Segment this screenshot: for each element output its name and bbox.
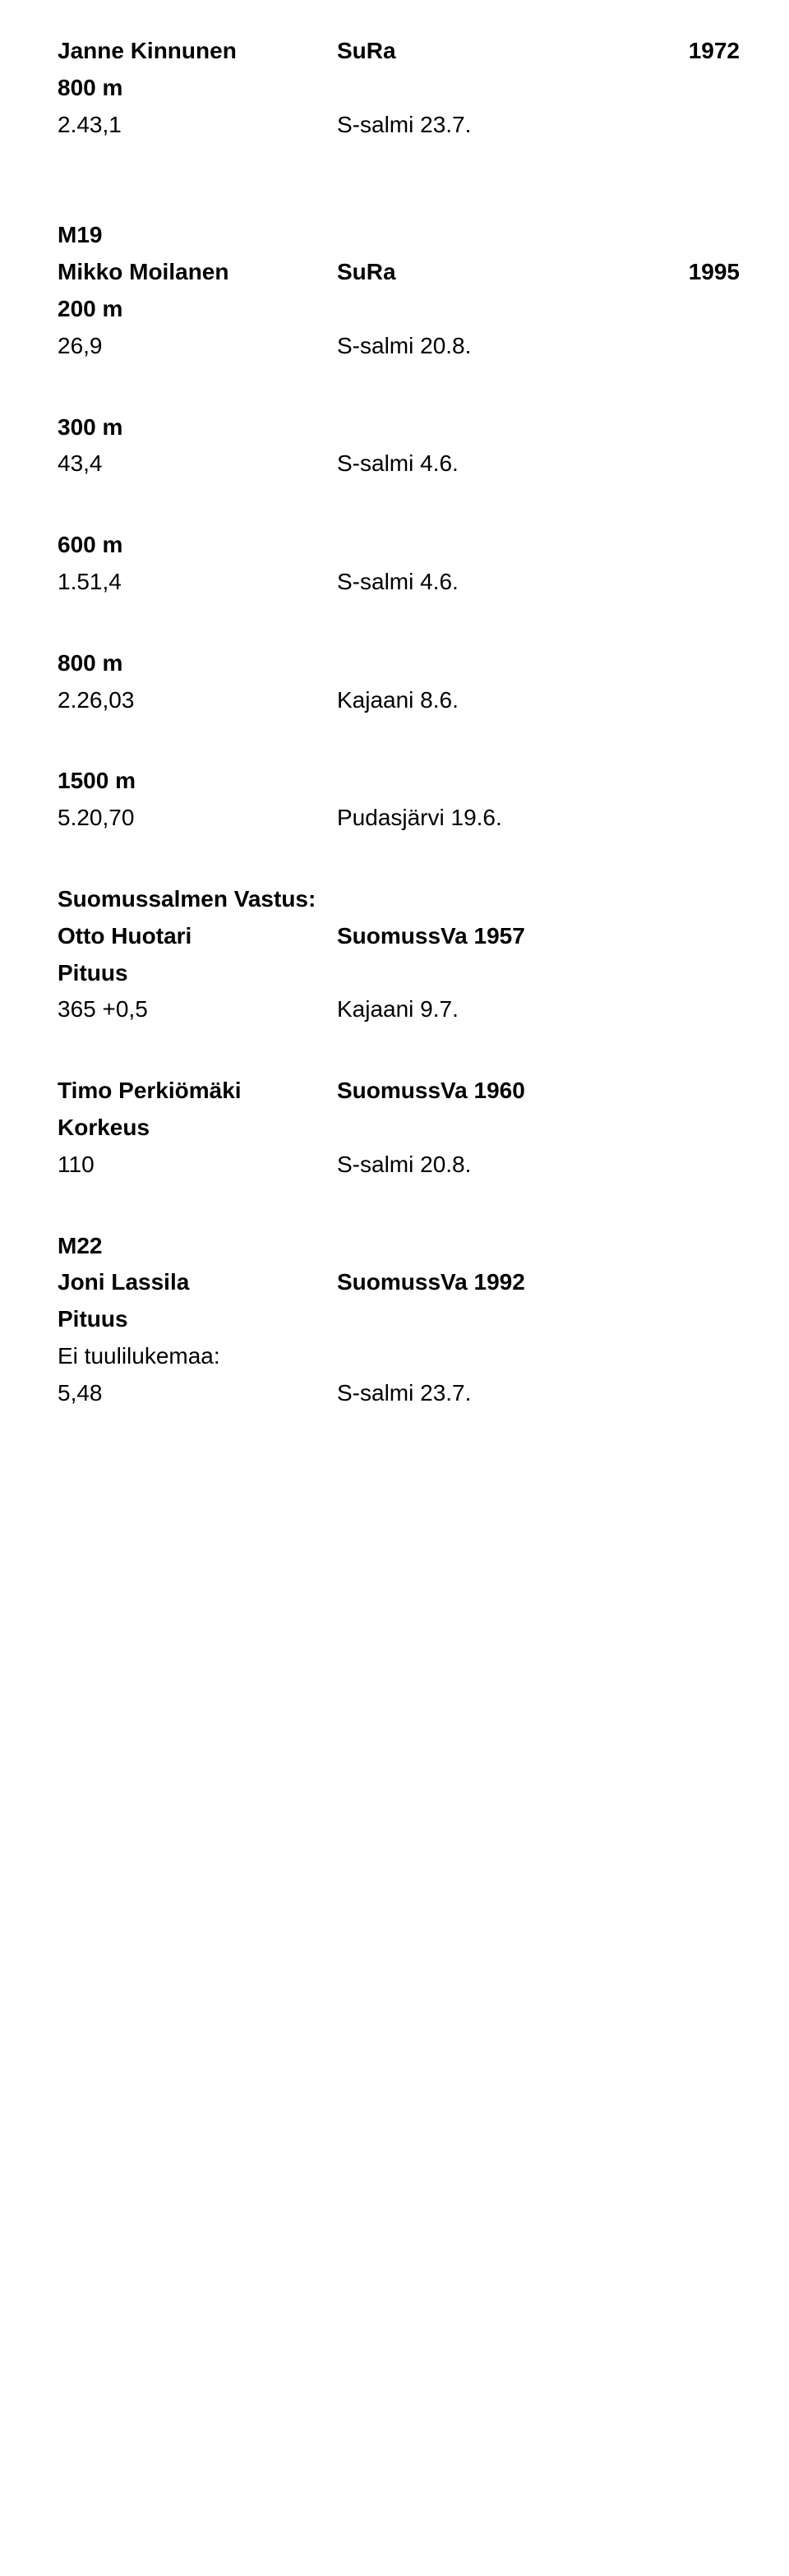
- event-label: 300 m: [58, 409, 122, 446]
- event-heading: 600 m: [58, 527, 740, 564]
- event-label: 800 m: [58, 645, 122, 682]
- athlete-name: Mikko Moilanen: [58, 254, 337, 291]
- result-location: S-salmi 20.8.: [337, 328, 740, 365]
- result-location: Kajaani 8.6.: [337, 682, 740, 719]
- event-label: Pituus: [58, 955, 128, 992]
- result-location: S-salmi 23.7.: [337, 1375, 740, 1412]
- result-location: S-salmi 23.7.: [337, 107, 740, 144]
- event-heading: Korkeus: [58, 1110, 740, 1147]
- athlete-club: SuRa: [337, 254, 658, 291]
- athlete-header: Janne Kinnunen SuRa 1972: [58, 33, 740, 70]
- result-value: 5,48: [58, 1375, 337, 1412]
- athlete-club: SuomussVa: [337, 1078, 468, 1103]
- athlete-name: Janne Kinnunen: [58, 33, 337, 70]
- result-value: 2.43,1: [58, 107, 337, 144]
- club-heading-label: Suomussalmen Vastus:: [58, 881, 316, 918]
- result-row: 365 +0,5 Kajaani 9.7.: [58, 991, 740, 1028]
- event-heading: Pituus: [58, 955, 740, 992]
- result-value: 1.51,4: [58, 564, 337, 601]
- result-row: 5.20,70 Pudasjärvi 19.6.: [58, 800, 740, 837]
- athlete-header: Timo Perkiömäki SuomussVa 1960: [58, 1073, 740, 1110]
- event-label: Korkeus: [58, 1110, 150, 1147]
- athlete-name: Joni Lassila: [58, 1264, 337, 1301]
- result-row: 110 S-salmi 20.8.: [58, 1147, 740, 1184]
- age-group: M19: [58, 217, 740, 254]
- result-location: S-salmi 4.6.: [337, 564, 740, 601]
- event-label: Pituus: [58, 1301, 128, 1338]
- result-value: 43,4: [58, 445, 337, 482]
- result-row: 5,48 S-salmi 23.7.: [58, 1375, 740, 1412]
- age-group-label: M22: [58, 1228, 102, 1265]
- athlete-year: 1957: [474, 923, 525, 949]
- event-label: 800 m: [58, 70, 122, 107]
- result-row: 2.43,1 S-salmi 23.7.: [58, 107, 740, 144]
- athlete-header: Joni Lassila SuomussVa 1992: [58, 1264, 740, 1301]
- athlete-header: Mikko Moilanen SuRa 1995: [58, 254, 740, 291]
- result-row: 2.26,03 Kajaani 8.6.: [58, 682, 740, 719]
- result-note: Ei tuulilukemaa:: [58, 1338, 740, 1375]
- athlete-year: 1960: [474, 1078, 525, 1103]
- event-heading: 1500 m: [58, 763, 740, 800]
- note-label: Ei tuulilukemaa:: [58, 1338, 220, 1375]
- result-location: S-salmi 20.8.: [337, 1147, 740, 1184]
- age-group: M22: [58, 1228, 740, 1265]
- event-label: 1500 m: [58, 763, 136, 800]
- result-value: 110: [58, 1147, 337, 1184]
- event-heading: 800 m: [58, 645, 740, 682]
- result-value: 365 +0,5: [58, 991, 337, 1028]
- result-row: 43,4 S-salmi 4.6.: [58, 445, 740, 482]
- event-heading: 300 m: [58, 409, 740, 446]
- athlete-club: SuomussVa: [337, 1269, 474, 1295]
- athlete-name: Otto Huotari: [58, 918, 337, 955]
- event-heading: 800 m: [58, 70, 740, 107]
- event-label: 200 m: [58, 291, 122, 328]
- athlete-year: 1972: [658, 33, 740, 70]
- result-row: 1.51,4 S-salmi 4.6.: [58, 564, 740, 601]
- athlete-year: 1992: [474, 1269, 525, 1295]
- athlete-header: Otto Huotari SuomussVa 1957: [58, 918, 740, 955]
- athlete-name: Timo Perkiömäki: [58, 1073, 337, 1110]
- event-heading: 200 m: [58, 291, 740, 328]
- result-location: Kajaani 9.7.: [337, 991, 740, 1028]
- athlete-club: SuomussVa: [337, 923, 468, 949]
- club-heading: Suomussalmen Vastus:: [58, 881, 740, 918]
- age-group-label: M19: [58, 217, 102, 254]
- result-location: S-salmi 4.6.: [337, 445, 740, 482]
- result-value: 26,9: [58, 328, 337, 365]
- result-row: 26,9 S-salmi 20.8.: [58, 328, 740, 365]
- event-heading: Pituus: [58, 1301, 740, 1338]
- athlete-year: 1995: [658, 254, 740, 291]
- result-location: Pudasjärvi 19.6.: [337, 800, 740, 837]
- result-value: 2.26,03: [58, 682, 337, 719]
- event-label: 600 m: [58, 527, 122, 564]
- result-value: 5.20,70: [58, 800, 337, 837]
- athlete-club: SuRa: [337, 33, 658, 70]
